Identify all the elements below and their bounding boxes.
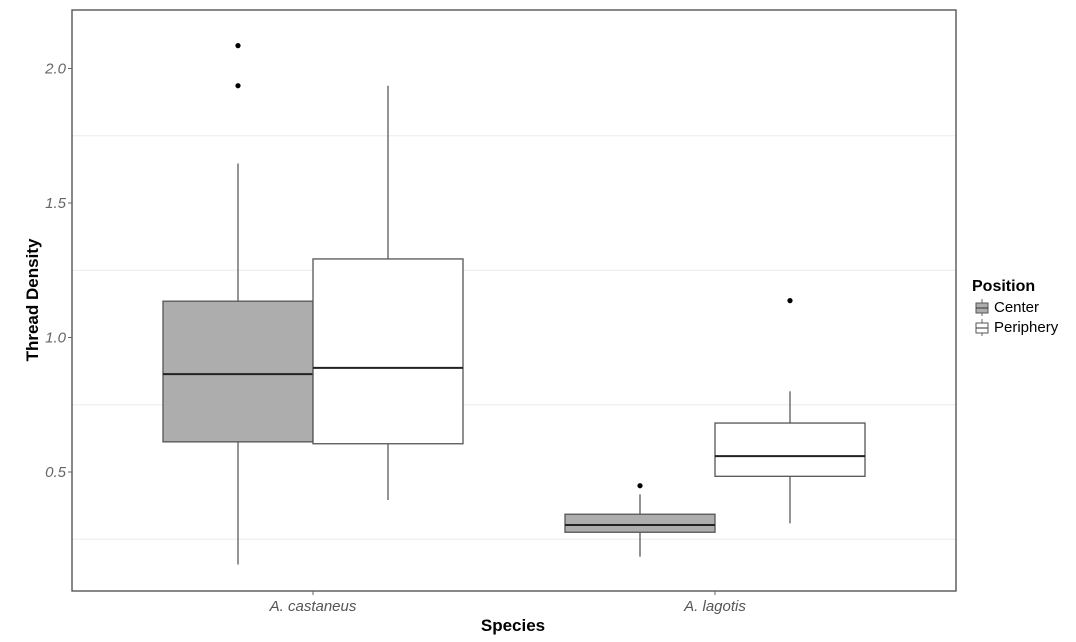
- box-center: [162, 300, 314, 443]
- y-tick-label: 1.0: [45, 330, 67, 347]
- y-tick-label: 1.5: [45, 195, 67, 212]
- x-tick-label: A. lagotis: [683, 598, 746, 615]
- outlier-point: [235, 43, 241, 49]
- y-axis-title: Thread Density: [23, 238, 42, 361]
- box-center: [564, 513, 716, 533]
- outlier-point: [637, 483, 643, 489]
- legend-label-center: Center: [994, 299, 1039, 316]
- outlier-point: [235, 83, 241, 89]
- x-axis-title: Species: [481, 616, 545, 635]
- panel-border: [71, 9, 957, 592]
- y-tick-label: 2.0: [44, 61, 67, 78]
- box-periphery: [714, 422, 866, 477]
- x-tick-label: A. castaneus: [269, 598, 357, 615]
- box-marks: [162, 43, 866, 565]
- box-periphery: [312, 258, 464, 445]
- axes: 0.5 1.0 1.5 2.0 A. castaneus A. lagotis: [44, 9, 957, 615]
- y-tick-label: 0.5: [45, 464, 67, 481]
- legend-title: Position: [972, 278, 1035, 295]
- legend-label-periphery: Periphery: [994, 319, 1059, 336]
- legend: Position Center Periphery: [972, 278, 1059, 336]
- outlier-point: [787, 298, 793, 304]
